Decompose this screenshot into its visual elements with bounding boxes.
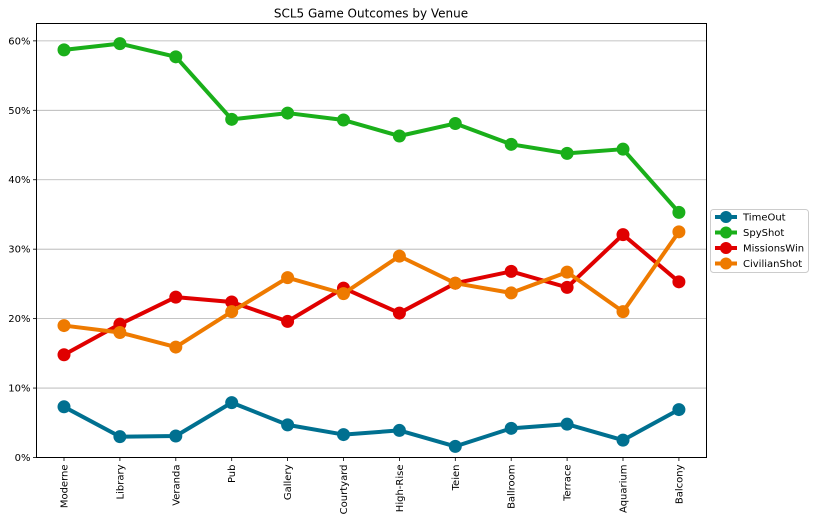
data-point	[225, 112, 239, 126]
data-point	[616, 228, 630, 242]
data-point	[281, 271, 295, 285]
data-point	[169, 340, 183, 354]
data-point	[504, 137, 518, 151]
data-point	[560, 265, 574, 279]
legend-marker	[720, 226, 732, 239]
series-timeout	[57, 396, 686, 453]
data-point	[392, 249, 406, 263]
data-point	[616, 433, 630, 447]
series-line	[62, 232, 681, 357]
legend-marker	[720, 257, 732, 270]
x-tick-label: Pub	[227, 465, 238, 484]
data-point	[57, 319, 71, 333]
x-tick-label: Balcony	[674, 464, 685, 504]
data-point	[281, 418, 295, 432]
data-point	[57, 400, 71, 414]
legend-marker	[720, 242, 732, 254]
data-point	[337, 113, 350, 127]
series-line	[62, 41, 681, 215]
data-point	[504, 264, 518, 278]
plot-frame	[36, 23, 707, 458]
data-point	[337, 287, 350, 301]
data-point	[448, 439, 462, 453]
data-point	[57, 348, 71, 362]
data-point	[616, 305, 630, 319]
y-axis: 0% 10% 20% 30% 40% 50% 60%	[8, 36, 37, 464]
series-civilianshot	[57, 225, 686, 354]
data-point	[57, 43, 71, 57]
data-point	[672, 205, 686, 219]
data-point	[392, 129, 406, 143]
legend-frame	[710, 209, 809, 273]
x-tick-label: High-Rise	[395, 465, 406, 513]
series-line	[62, 229, 681, 350]
data-point	[504, 421, 518, 435]
y-tick-label: 60%	[8, 36, 30, 47]
y-tick-label: 40%	[8, 175, 30, 186]
data-point	[169, 50, 183, 64]
y-tick-label: 30%	[8, 245, 30, 256]
legend-label: CivilianShot	[743, 259, 802, 270]
legend-label: SpyShot	[743, 228, 784, 239]
x-tick-label: Terrace	[563, 465, 574, 502]
chart-title: SCL5 Game Outcomes by Venue	[274, 7, 468, 21]
grid-lines	[36, 40, 707, 389]
series-spyshot	[57, 37, 686, 219]
data-point	[337, 428, 350, 442]
data-point	[616, 142, 630, 156]
x-tick-label: Library	[115, 464, 126, 499]
y-tick-label: 10%	[8, 384, 30, 395]
data-point	[225, 396, 239, 410]
data-point	[225, 305, 239, 319]
data-point	[560, 146, 574, 160]
x-axis: Moderne Library Veranda Pub Gallery Courtyard…	[60, 457, 685, 515]
series-missionswin	[57, 228, 686, 362]
series-line	[62, 400, 681, 449]
x-tick-label: Courtyard	[339, 465, 350, 515]
series-layer	[57, 37, 686, 453]
data-point	[113, 326, 127, 340]
data-point	[169, 290, 183, 304]
x-tick-label: Aquarium	[619, 465, 630, 513]
data-point	[672, 225, 686, 239]
data-point	[672, 403, 686, 417]
data-point	[169, 429, 183, 443]
data-point	[504, 286, 518, 300]
x-tick-label: Teien	[451, 465, 462, 492]
data-point	[392, 423, 406, 437]
data-point	[281, 106, 295, 120]
data-point	[225, 295, 239, 309]
data-point	[672, 275, 686, 289]
legend-marker	[720, 211, 732, 223]
y-tick-label: 50%	[8, 106, 30, 117]
legend: TimeOut SpyShot MissionsWin CivilianShot	[710, 209, 809, 273]
x-tick-label: Veranda	[171, 465, 182, 506]
x-tick-label: Moderne	[60, 465, 71, 509]
legend-label: TimeOut	[742, 213, 786, 224]
data-point	[448, 276, 462, 290]
x-tick-label: Gallery	[283, 464, 294, 500]
y-tick-label: 0%	[15, 453, 31, 464]
legend-label: MissionsWin	[743, 244, 804, 255]
x-tick-label: Ballroom	[507, 465, 518, 509]
data-point	[560, 280, 574, 294]
y-tick-label: 20%	[8, 314, 30, 325]
data-point	[113, 37, 127, 51]
data-point	[281, 314, 295, 328]
data-point	[113, 430, 127, 444]
data-point	[448, 116, 462, 130]
data-point	[392, 306, 406, 320]
data-point	[560, 417, 574, 431]
